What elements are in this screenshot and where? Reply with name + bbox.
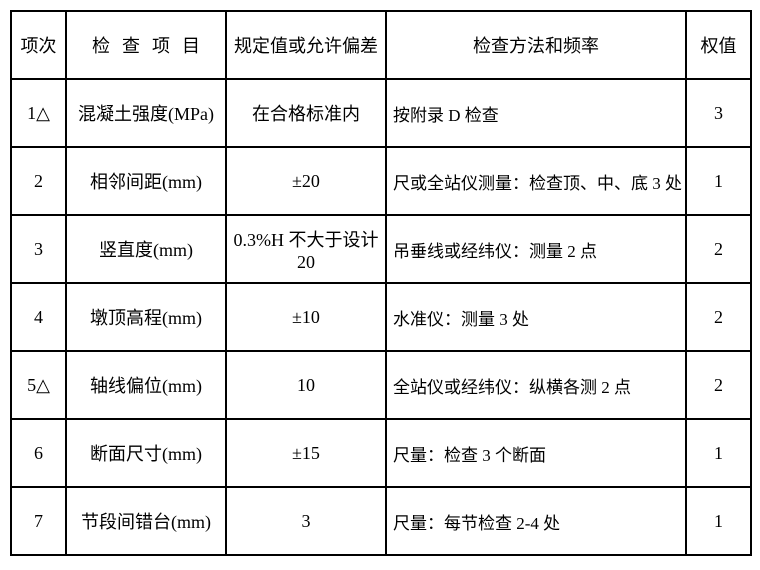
col-header-seq: 项次 [11, 11, 66, 79]
cell-item: 竖直度(mm) [66, 215, 226, 283]
cell-tol: ±20 [226, 147, 386, 215]
table-row: 4 墩顶高程(mm) ±10 水准仪：测量 3 处 2 [11, 283, 751, 351]
cell-weight: 1 [686, 487, 751, 555]
col-header-method: 检查方法和频率 [386, 11, 686, 79]
cell-weight: 1 [686, 147, 751, 215]
cell-weight: 1 [686, 419, 751, 487]
cell-weight: 2 [686, 351, 751, 419]
cell-method: 按附录 D 检查 [386, 79, 686, 147]
cell-tol: 10 [226, 351, 386, 419]
table-row: 6 断面尺寸(mm) ±15 尺量：检查 3 个断面 1 [11, 419, 751, 487]
cell-item: 墩顶高程(mm) [66, 283, 226, 351]
cell-item: 混凝土强度(MPa) [66, 79, 226, 147]
col-header-tol: 规定值或允许偏差 [226, 11, 386, 79]
col-header-weight: 权值 [686, 11, 751, 79]
table-row: 7 节段间错台(mm) 3 尺量：每节检查 2-4 处 1 [11, 487, 751, 555]
cell-seq: 2 [11, 147, 66, 215]
cell-seq: 5△ [11, 351, 66, 419]
table-row: 2 相邻间距(mm) ±20 尺或全站仪测量：检查顶、中、底 3 处 1 [11, 147, 751, 215]
cell-weight: 2 [686, 283, 751, 351]
table-row: 5△ 轴线偏位(mm) 10 全站仪或经纬仪：纵横各测 2 点 2 [11, 351, 751, 419]
inspection-table-container: 项次 检查项目 规定值或允许偏差 检查方法和频率 权值 1△ 混凝土强度(MPa… [10, 10, 750, 556]
cell-item: 节段间错台(mm) [66, 487, 226, 555]
cell-method: 吊垂线或经纬仪：测量 2 点 [386, 215, 686, 283]
cell-seq: 3 [11, 215, 66, 283]
cell-tol: 在合格标准内 [226, 79, 386, 147]
cell-seq: 7 [11, 487, 66, 555]
cell-tol: 3 [226, 487, 386, 555]
table-row: 1△ 混凝土强度(MPa) 在合格标准内 按附录 D 检查 3 [11, 79, 751, 147]
cell-weight: 2 [686, 215, 751, 283]
table-header-row: 项次 检查项目 规定值或允许偏差 检查方法和频率 权值 [11, 11, 751, 79]
cell-seq: 6 [11, 419, 66, 487]
cell-method: 尺或全站仪测量：检查顶、中、底 3 处 [386, 147, 686, 215]
cell-item: 轴线偏位(mm) [66, 351, 226, 419]
cell-method: 水准仪：测量 3 处 [386, 283, 686, 351]
table-row: 3 竖直度(mm) 0.3%H 不大于设计 20 吊垂线或经纬仪：测量 2 点 … [11, 215, 751, 283]
cell-item: 相邻间距(mm) [66, 147, 226, 215]
cell-method: 尺量：检查 3 个断面 [386, 419, 686, 487]
cell-tol: ±10 [226, 283, 386, 351]
col-header-item: 检查项目 [66, 11, 226, 79]
inspection-table: 项次 检查项目 规定值或允许偏差 检查方法和频率 权值 1△ 混凝土强度(MPa… [10, 10, 752, 556]
cell-tol: ±15 [226, 419, 386, 487]
cell-method: 全站仪或经纬仪：纵横各测 2 点 [386, 351, 686, 419]
cell-weight: 3 [686, 79, 751, 147]
cell-seq: 4 [11, 283, 66, 351]
cell-seq: 1△ [11, 79, 66, 147]
cell-method: 尺量：每节检查 2-4 处 [386, 487, 686, 555]
cell-item: 断面尺寸(mm) [66, 419, 226, 487]
cell-tol: 0.3%H 不大于设计 20 [226, 215, 386, 283]
